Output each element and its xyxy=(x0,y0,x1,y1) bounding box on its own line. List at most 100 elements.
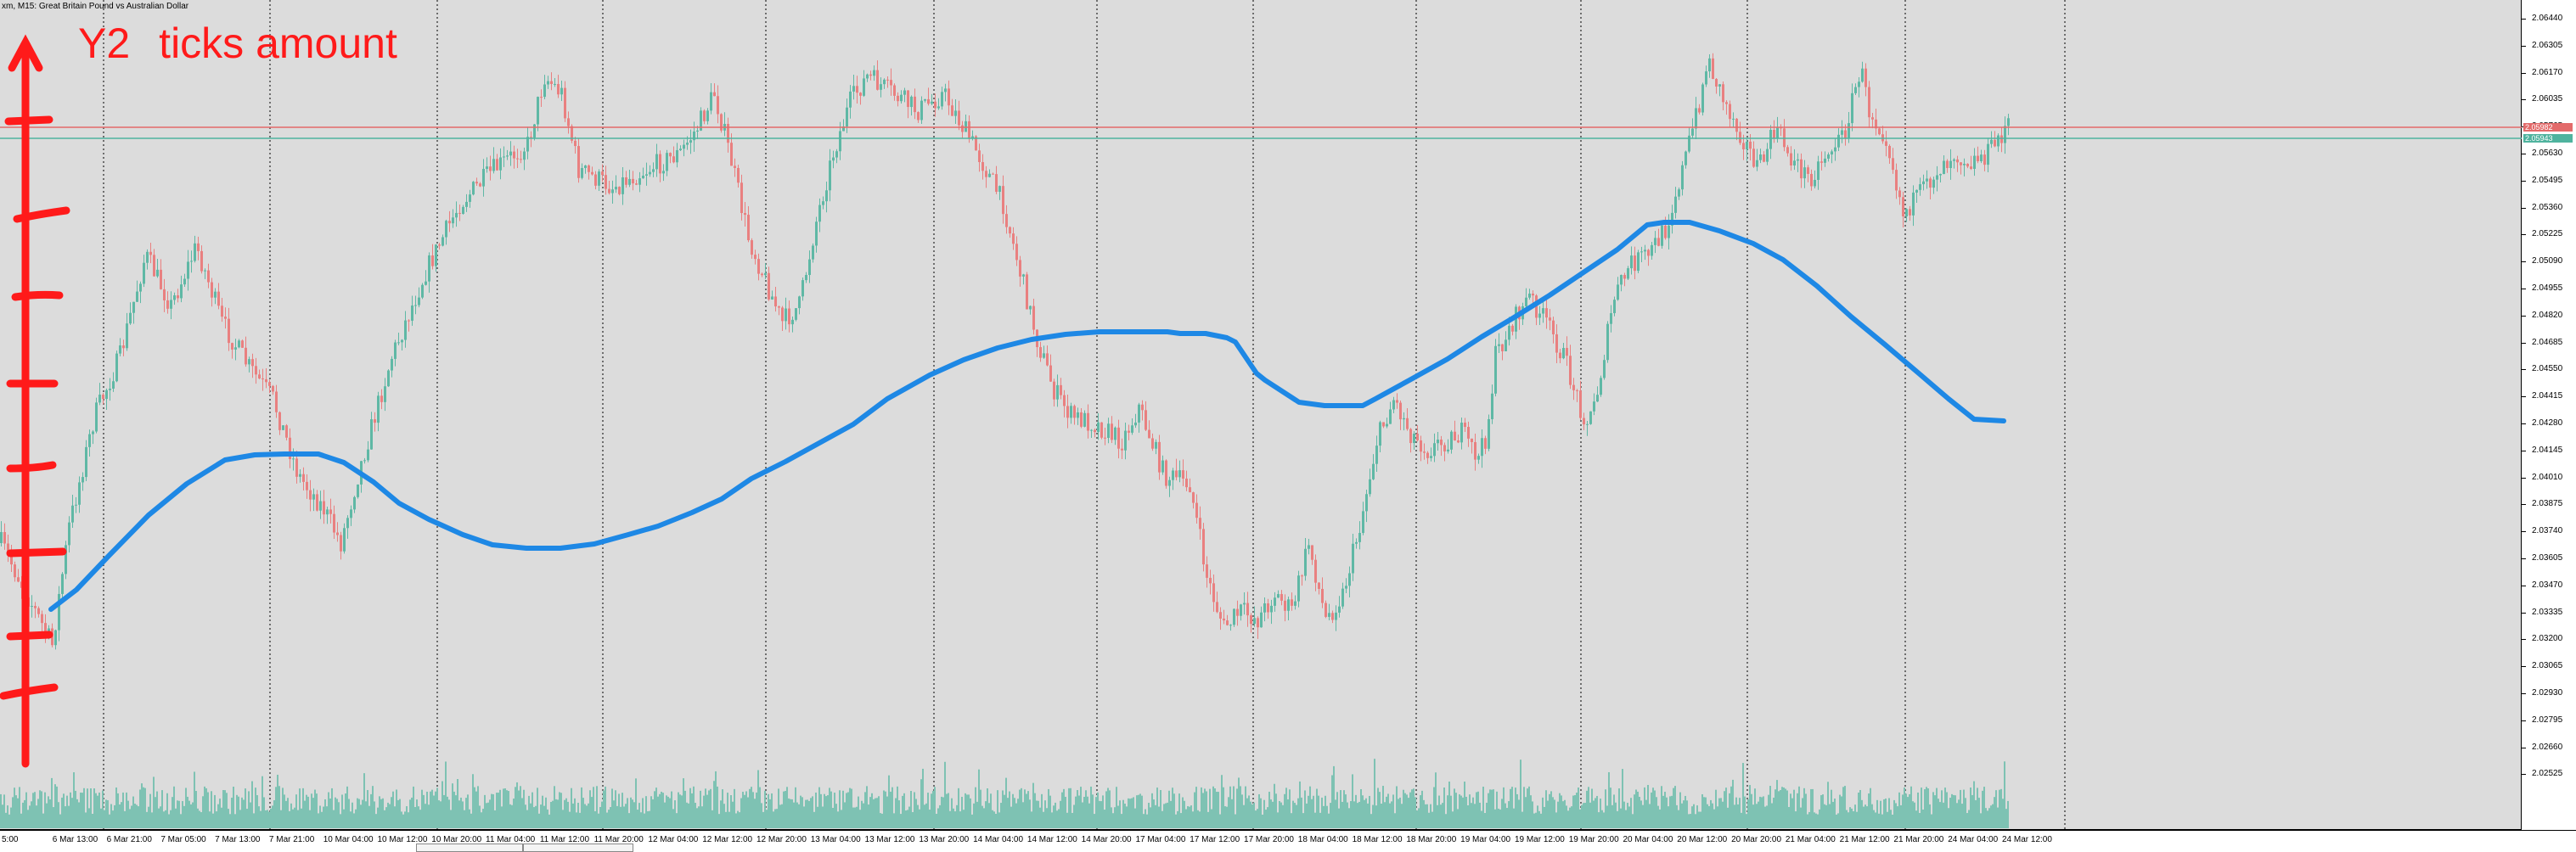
time-tick-label: 6 Mar 13:00 xyxy=(52,835,98,844)
volume-bar xyxy=(2,804,3,828)
volume-bar xyxy=(1892,814,1893,828)
volume-bar xyxy=(1995,790,1997,828)
volume-bar xyxy=(1968,810,1970,828)
volume-bar xyxy=(1842,787,1844,828)
candle-body xyxy=(1634,255,1636,272)
volume-bar xyxy=(1296,804,1297,828)
volume-bar xyxy=(1343,790,1345,828)
volume-bar xyxy=(440,801,442,828)
volume-bar xyxy=(1595,798,1596,828)
volume-bar xyxy=(1197,810,1199,828)
candle-body xyxy=(295,458,298,477)
volume-bar xyxy=(953,808,954,828)
candle-body xyxy=(367,449,369,461)
candle-body xyxy=(1365,494,1368,512)
volume-bar xyxy=(1418,808,1420,828)
time-tick-label: 17 Mar 12:00 xyxy=(1190,835,1240,844)
volume-bar xyxy=(1241,794,1243,828)
volume-bar xyxy=(1992,804,1994,828)
volume-bar xyxy=(1105,791,1107,828)
candle-body xyxy=(380,395,383,402)
candle-body xyxy=(700,110,702,131)
volume-bar xyxy=(1022,802,1024,828)
volume-bar xyxy=(988,803,990,828)
volume-bar xyxy=(458,800,460,828)
volume-bar xyxy=(941,796,942,828)
volume-bar xyxy=(1073,804,1075,828)
candle-body xyxy=(815,221,818,246)
volume-bar xyxy=(965,793,966,828)
time-tick-label: 20 Mar 20:00 xyxy=(1731,835,1782,844)
volume-bar xyxy=(188,800,190,828)
volume-bar xyxy=(598,813,599,828)
volume-bar xyxy=(486,803,487,828)
volume-bar xyxy=(391,797,392,828)
volume-bar xyxy=(1861,799,1863,828)
volume-bar xyxy=(399,799,401,828)
volume-bar xyxy=(1450,795,1452,828)
candle-body xyxy=(1015,244,1018,261)
candle-body xyxy=(924,98,926,101)
volume-bar xyxy=(528,795,530,828)
candle-body xyxy=(10,552,13,565)
volume-bar xyxy=(1791,798,1793,828)
volume-bar xyxy=(1790,793,1791,828)
volume-bar xyxy=(455,795,457,828)
volume-bar xyxy=(793,802,795,828)
price-tick-mark xyxy=(2522,315,2526,317)
volume-bar xyxy=(1985,808,1987,828)
price-chart[interactable] xyxy=(0,0,2522,830)
volume-bar xyxy=(1742,763,1744,828)
volume-bar xyxy=(1887,811,1888,828)
volume-bar xyxy=(472,774,474,828)
candle-body xyxy=(1250,615,1252,625)
time-axis[interactable]: 5:00 6 Mar 13:00 6 Mar 21:00 7 Mar 05:00 7 M… xyxy=(0,830,2576,852)
chart-area[interactable]: xm, M15: Great Britain Pound vs Australi… xyxy=(0,0,2522,830)
candle-body xyxy=(71,505,74,523)
candle-body xyxy=(1280,594,1283,601)
volume-bar xyxy=(295,794,297,828)
volume-bar xyxy=(1387,793,1389,828)
candle-body xyxy=(442,237,444,246)
chart-tab[interactable] xyxy=(416,844,523,852)
volume-bar xyxy=(1725,788,1727,828)
volume-bar xyxy=(1926,787,1927,828)
volume-bar xyxy=(661,791,662,828)
candle-body xyxy=(272,385,274,392)
chart-tab[interactable] xyxy=(523,844,633,852)
candle-body xyxy=(1077,412,1079,418)
volume-bar xyxy=(779,804,781,828)
volume-bar xyxy=(1712,803,1713,828)
volume-bar xyxy=(465,798,467,828)
volume-bar xyxy=(1982,790,1983,828)
volume-bar xyxy=(650,796,652,828)
price-tick-label: 2.06035 xyxy=(2532,94,2563,104)
volume-bar xyxy=(1141,795,1143,828)
volume-bar xyxy=(1017,799,1019,828)
volume-bar xyxy=(1078,795,1080,828)
volume-bar xyxy=(1250,801,1251,828)
volume-bar xyxy=(1340,790,1341,828)
volume-bar xyxy=(1919,813,1921,828)
candle-body xyxy=(1545,308,1548,318)
time-tick-label: 19 Mar 20:00 xyxy=(1568,835,1619,844)
volume-bar xyxy=(1136,795,1138,828)
volume-bar xyxy=(954,811,956,828)
volume-bar xyxy=(408,812,409,828)
candle-body xyxy=(1291,599,1293,606)
volume-bar xyxy=(1408,798,1409,828)
price-tick-mark xyxy=(2522,180,2526,182)
candle-body xyxy=(1080,412,1083,427)
volume-bar xyxy=(83,788,85,828)
candle-body xyxy=(1797,159,1799,161)
volume-bar xyxy=(1255,810,1257,828)
volume-bar xyxy=(1095,797,1097,828)
candle-body xyxy=(917,112,920,121)
volume-bar xyxy=(1488,793,1489,828)
volume-bar xyxy=(722,789,723,828)
volume-bar xyxy=(538,813,540,828)
candle-body xyxy=(1073,406,1076,418)
candle-body xyxy=(1341,588,1344,607)
volume-bar xyxy=(1803,788,1805,828)
volume-bar xyxy=(1134,808,1136,828)
